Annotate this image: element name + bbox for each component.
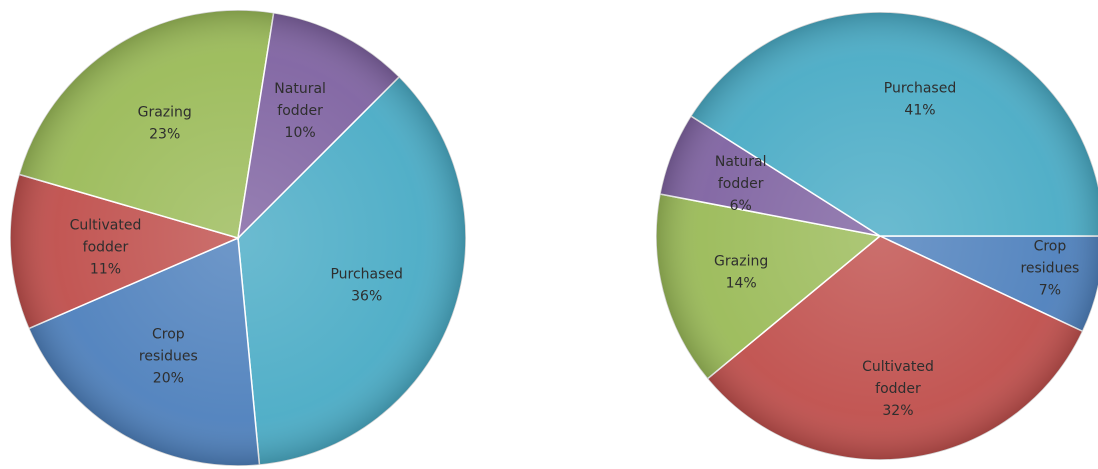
data-label-grazing: Grazing 23% bbox=[138, 104, 192, 142]
data-label-purchased: Purchased 41% bbox=[884, 80, 956, 118]
data-label-cultivated-fodder: Cultivated fodder 11% bbox=[70, 218, 142, 278]
data-label-cultivated-fodder: Cultivated fodder 32% bbox=[862, 359, 934, 419]
data-label-natural-fodder: Natural fodder 10% bbox=[274, 81, 326, 141]
pie-chart-right: Crop residues 7% Cultivated fodder 32% Grazing… bbox=[655, 11, 1098, 461]
data-label-crop-residues: Crop residues 7% bbox=[1020, 238, 1079, 298]
data-label-natural-fodder: Natural fodder 6% bbox=[715, 154, 767, 214]
pie-chart-left: Purchased 36% Crop residues 20% Cultivated fod… bbox=[9, 9, 467, 467]
data-label-grazing: Grazing 14% bbox=[714, 254, 768, 292]
data-label-crop-residues: Crop residues 20% bbox=[139, 327, 198, 387]
data-label-purchased: Purchased 36% bbox=[330, 266, 402, 304]
